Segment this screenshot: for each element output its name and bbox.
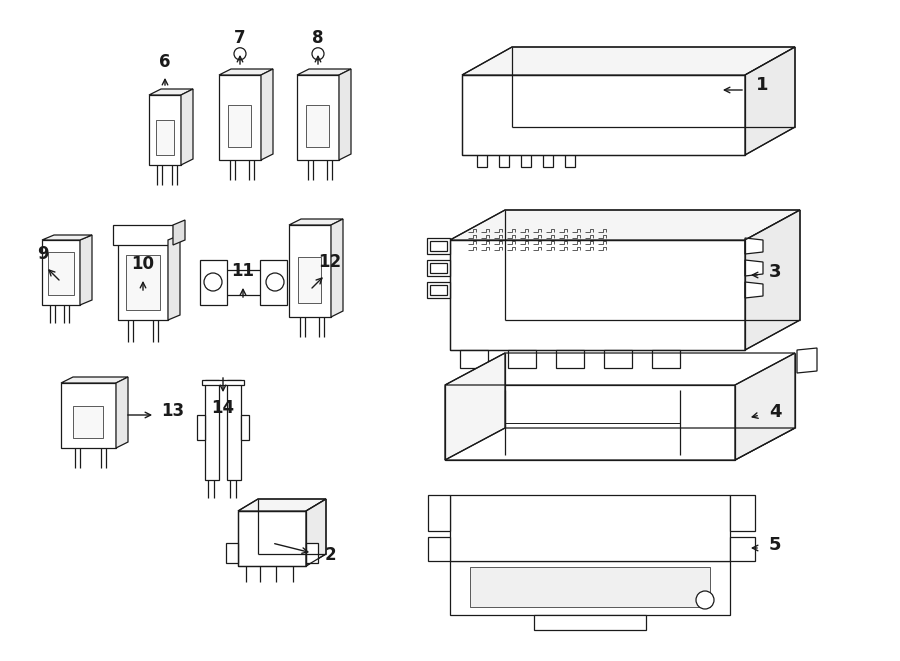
Polygon shape xyxy=(534,615,646,630)
Polygon shape xyxy=(427,238,450,254)
Polygon shape xyxy=(48,252,74,295)
Polygon shape xyxy=(219,69,273,75)
Polygon shape xyxy=(229,104,251,147)
Polygon shape xyxy=(156,120,174,155)
Text: 1: 1 xyxy=(756,76,769,94)
Polygon shape xyxy=(181,89,193,165)
Text: 11: 11 xyxy=(231,262,255,280)
Text: 3: 3 xyxy=(769,263,781,281)
Text: 8: 8 xyxy=(312,29,324,47)
Text: 12: 12 xyxy=(319,253,342,271)
Polygon shape xyxy=(200,260,227,305)
Polygon shape xyxy=(428,537,450,561)
Polygon shape xyxy=(735,353,795,460)
Polygon shape xyxy=(331,219,343,317)
Polygon shape xyxy=(168,235,180,320)
Polygon shape xyxy=(306,104,329,147)
Polygon shape xyxy=(73,406,104,438)
Polygon shape xyxy=(241,415,249,440)
Polygon shape xyxy=(205,270,280,295)
Polygon shape xyxy=(61,377,128,383)
Polygon shape xyxy=(445,428,795,460)
Polygon shape xyxy=(61,383,116,448)
Polygon shape xyxy=(118,240,168,320)
Polygon shape xyxy=(289,225,331,317)
Polygon shape xyxy=(730,537,755,561)
Polygon shape xyxy=(202,380,244,385)
Polygon shape xyxy=(197,415,205,440)
Polygon shape xyxy=(652,350,680,368)
Polygon shape xyxy=(113,225,173,245)
Polygon shape xyxy=(450,495,730,561)
Text: 10: 10 xyxy=(131,255,155,273)
Polygon shape xyxy=(445,353,505,460)
Polygon shape xyxy=(430,263,447,273)
Polygon shape xyxy=(339,69,351,160)
Polygon shape xyxy=(149,95,181,165)
Polygon shape xyxy=(430,241,447,251)
Polygon shape xyxy=(298,257,321,303)
Polygon shape xyxy=(745,282,763,298)
Polygon shape xyxy=(173,220,185,245)
Polygon shape xyxy=(427,260,450,276)
Circle shape xyxy=(696,591,714,609)
Text: 14: 14 xyxy=(212,399,235,417)
Polygon shape xyxy=(306,499,326,566)
Text: 6: 6 xyxy=(159,53,171,71)
Text: 4: 4 xyxy=(769,403,781,421)
Polygon shape xyxy=(450,561,730,615)
Polygon shape xyxy=(260,260,287,305)
Polygon shape xyxy=(306,543,318,563)
Circle shape xyxy=(204,273,222,291)
Polygon shape xyxy=(462,47,795,75)
Polygon shape xyxy=(460,350,488,368)
Polygon shape xyxy=(745,210,800,350)
Polygon shape xyxy=(42,235,92,240)
Polygon shape xyxy=(430,285,447,295)
Text: 9: 9 xyxy=(37,245,49,263)
Polygon shape xyxy=(462,75,745,155)
Polygon shape xyxy=(470,567,710,607)
Polygon shape xyxy=(226,543,238,563)
Polygon shape xyxy=(42,240,80,305)
Polygon shape xyxy=(238,499,326,511)
Polygon shape xyxy=(450,240,745,350)
Text: 5: 5 xyxy=(769,536,781,554)
Polygon shape xyxy=(427,282,450,298)
Polygon shape xyxy=(445,385,735,460)
Polygon shape xyxy=(149,89,193,95)
Polygon shape xyxy=(205,380,219,480)
Polygon shape xyxy=(219,75,261,160)
Polygon shape xyxy=(745,238,763,254)
Circle shape xyxy=(312,48,324,59)
Polygon shape xyxy=(797,348,817,373)
Text: 2: 2 xyxy=(324,546,336,564)
Polygon shape xyxy=(297,75,339,160)
Polygon shape xyxy=(745,47,795,155)
Polygon shape xyxy=(428,495,450,531)
Polygon shape xyxy=(556,350,584,368)
Polygon shape xyxy=(126,255,160,310)
Polygon shape xyxy=(80,235,92,305)
Polygon shape xyxy=(289,219,343,225)
Polygon shape xyxy=(604,350,632,368)
Circle shape xyxy=(266,273,284,291)
Polygon shape xyxy=(227,380,241,480)
Polygon shape xyxy=(508,350,536,368)
Circle shape xyxy=(234,48,246,59)
Polygon shape xyxy=(116,377,128,448)
Polygon shape xyxy=(450,210,800,240)
Polygon shape xyxy=(238,511,306,566)
Polygon shape xyxy=(297,69,351,75)
Text: 13: 13 xyxy=(161,402,184,420)
Polygon shape xyxy=(730,495,755,531)
Polygon shape xyxy=(745,260,763,276)
Text: 7: 7 xyxy=(234,29,246,47)
Polygon shape xyxy=(261,69,273,160)
